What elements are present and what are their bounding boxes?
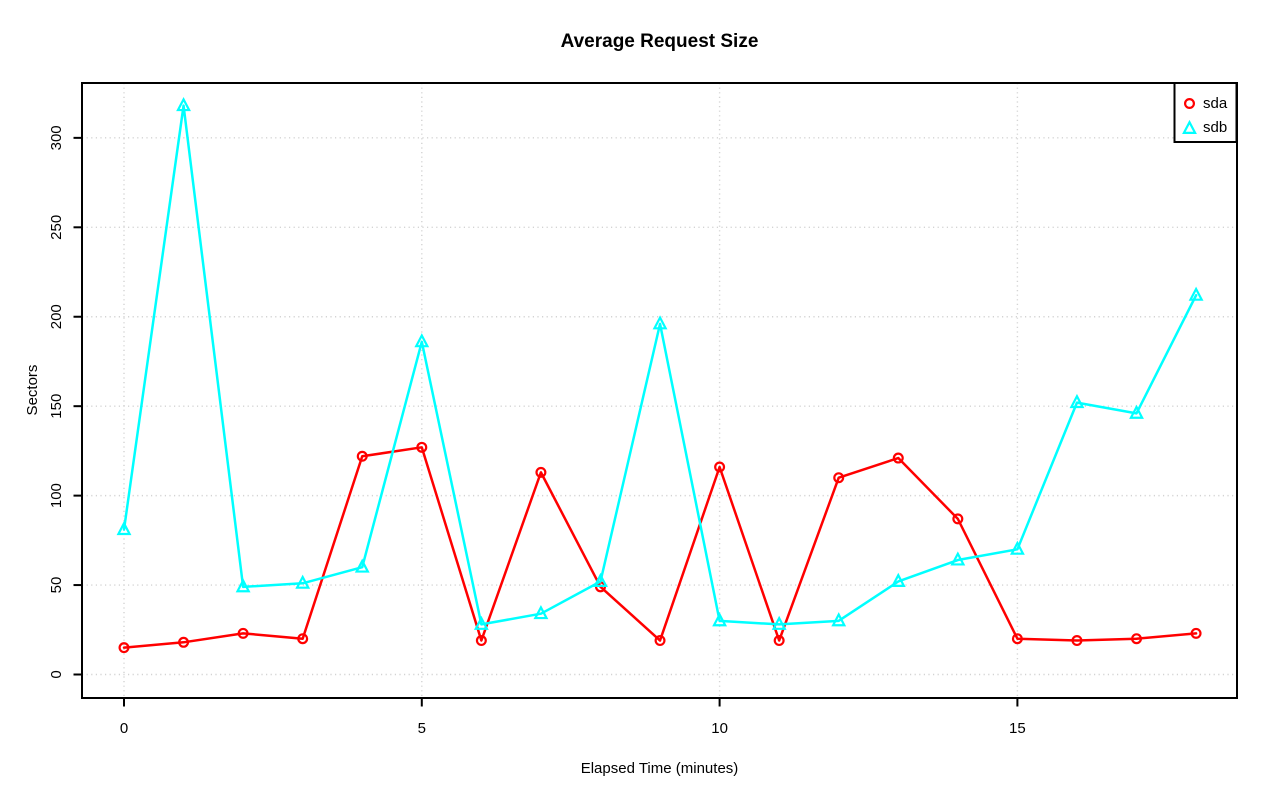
chart-title: Average Request Size xyxy=(560,31,759,52)
y-tick-label: 200 xyxy=(48,304,65,329)
x-tick-label: 10 xyxy=(711,720,728,737)
series-sdb xyxy=(116,96,1204,630)
plot-box xyxy=(81,82,1238,699)
y-tick-label: 250 xyxy=(48,215,65,240)
x-axis-label: Elapsed Time (minutes) xyxy=(580,760,739,777)
y-axis-label: Sectors xyxy=(24,364,41,416)
series-sda xyxy=(118,441,1202,654)
y-tick-label: 150 xyxy=(48,394,65,419)
y-tick-label: 100 xyxy=(48,483,65,508)
gridlines xyxy=(82,83,1237,698)
legend-label-sda: sda xyxy=(1203,95,1228,112)
y-tick-label: 300 xyxy=(48,125,65,150)
y-tick-label: 50 xyxy=(48,577,65,594)
x-tick-label: 15 xyxy=(1009,720,1026,737)
x-tick-label: 5 xyxy=(418,720,426,737)
y-tick-label: 0 xyxy=(48,670,65,678)
x-tick-label: 0 xyxy=(120,720,128,737)
legend-box xyxy=(1173,82,1238,143)
legend-label-sdb: sdb xyxy=(1203,118,1228,136)
